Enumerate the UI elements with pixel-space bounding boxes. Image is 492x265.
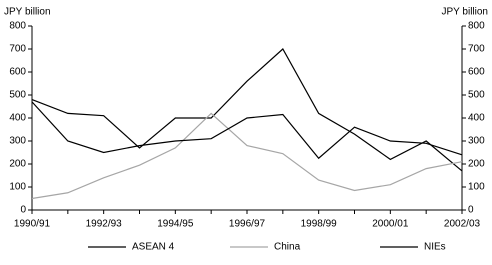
x-tick-label: 1998/99 [301, 219, 338, 230]
y-tick-label: 400 [9, 113, 26, 124]
y-tick-label: 0 [20, 205, 26, 216]
series-line [31, 101, 463, 160]
y2-tick-label: 200 [468, 159, 485, 170]
legend-label: NIEs [424, 242, 446, 253]
y2-tick-label: 300 [468, 136, 485, 147]
legend-label: ASEAN 4 [132, 242, 175, 253]
y-tick-label: 100 [9, 182, 26, 193]
y2-tick-label: 400 [468, 113, 485, 124]
y2-axis-title: JPY billion [441, 7, 488, 18]
x-tick-label: 1992/93 [86, 219, 123, 230]
x-tick-label: 1990/91 [14, 219, 51, 230]
y-axis-title: JPY billion [4, 7, 51, 18]
series-line [31, 112, 463, 200]
x-tick-label: 2002/03 [444, 219, 481, 230]
y-tick-label: 300 [9, 136, 26, 147]
series-line [31, 48, 463, 172]
x-tick-label: 1994/95 [157, 219, 194, 230]
legend-label: China [274, 242, 301, 253]
y2-tick-label: 800 [468, 21, 485, 32]
x-tick-label: 1996/97 [229, 219, 266, 230]
y-tick-label: 600 [9, 67, 26, 78]
y2-tick-label: 100 [468, 182, 485, 193]
y-tick-label: 200 [9, 159, 26, 170]
y2-tick-label: 700 [468, 44, 485, 55]
y2-tick-label: 600 [468, 67, 485, 78]
y-tick-label: 500 [9, 90, 26, 101]
y2-tick-label: 0 [468, 205, 474, 216]
y-tick-label: 800 [9, 21, 26, 32]
x-tick-label: 2000/01 [372, 219, 409, 230]
y-tick-label: 700 [9, 44, 26, 55]
y2-tick-label: 500 [468, 90, 485, 101]
